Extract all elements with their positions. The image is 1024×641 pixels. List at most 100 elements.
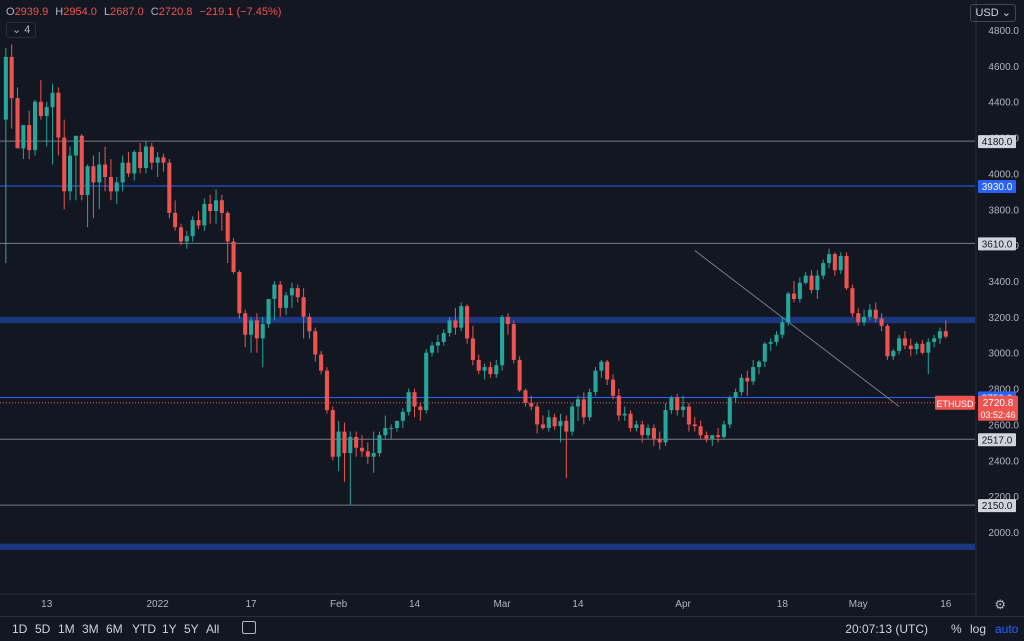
timeframe-1d[interactable]: 1D: [12, 622, 28, 636]
symbol-badge: [935, 395, 975, 410]
candle-body: [774, 334, 779, 342]
candle-body: [249, 320, 254, 335]
candle-body: [459, 306, 464, 328]
candle-body: [114, 182, 119, 192]
candle-body: [108, 177, 113, 192]
candle-body: [721, 424, 726, 437]
candle-body: [9, 56, 14, 99]
indicator-count: 4: [24, 24, 31, 36]
x-tick-label: 18: [777, 599, 789, 610]
candle-body: [867, 309, 872, 317]
candle-body: [710, 435, 715, 439]
candle-body: [926, 341, 931, 353]
indicators-toggle[interactable]: ⌄ 4: [6, 22, 37, 38]
candle-body: [190, 220, 195, 237]
calendar-icon[interactable]: [242, 621, 256, 634]
open-key: O: [6, 6, 15, 18]
timeframe-1m[interactable]: 1M: [58, 622, 75, 636]
log-scale-toggle[interactable]: log: [970, 622, 987, 636]
candle-body: [21, 125, 26, 149]
candle-body: [605, 361, 610, 380]
candle-body: [803, 275, 808, 283]
candle-body: [809, 275, 814, 290]
gear-icon[interactable]: ⚙: [994, 597, 1006, 612]
level-price-label: 2150.0: [982, 501, 1013, 512]
candle-body: [733, 392, 738, 398]
candle-body: [768, 341, 773, 344]
timeframe-all[interactable]: All: [206, 622, 220, 636]
level-price-label: 3610.0: [982, 239, 1013, 250]
candle-body: [745, 377, 750, 382]
candle-body: [254, 320, 259, 339]
x-tick-label: 2022: [147, 599, 170, 610]
candle-body: [891, 350, 896, 357]
candle-body: [932, 338, 937, 342]
candle-body: [173, 212, 178, 228]
timeframe-5d[interactable]: 5D: [35, 622, 51, 636]
symbol-label: ETHUSD: [936, 399, 974, 409]
candle-body: [377, 435, 382, 454]
utc-clock[interactable]: 20:07:13 (UTC): [845, 622, 928, 636]
timeframe-5y[interactable]: 5Y: [184, 622, 199, 636]
currency-selector[interactable]: USD ⌄: [970, 4, 1016, 22]
candle-body: [62, 137, 67, 192]
timeframe-1y[interactable]: 1Y: [162, 622, 177, 636]
candle-body: [213, 200, 219, 212]
candle-body: [243, 313, 248, 335]
candle-body: [476, 359, 481, 371]
candle-body: [704, 435, 709, 439]
x-tick-label: May: [849, 599, 868, 610]
low-key: L: [103, 6, 111, 18]
change-value: −219.1 (−7.45%): [199, 6, 282, 18]
level-price-badge: [978, 499, 1016, 513]
countdown-label: 03:52:46: [980, 410, 1015, 420]
candle-body: [920, 343, 925, 353]
y-tick-label: 2800.0: [988, 385, 1019, 396]
candle-body: [3, 56, 8, 120]
candle-body: [616, 395, 621, 416]
level-price-label: 3930.0: [982, 182, 1013, 193]
y-tick-label: 4600.0: [988, 62, 1019, 73]
candle-body: [272, 284, 277, 299]
chevron-down-icon: ⌄: [1001, 7, 1011, 19]
timeframe-ytd[interactable]: YTD: [132, 622, 156, 636]
price-chart[interactable]: 4800.04600.04400.04200.04000.03800.03600…: [0, 0, 1024, 616]
candle-body: [914, 343, 919, 350]
candle-body: [453, 320, 458, 328]
timeframe-6m[interactable]: 6M: [106, 622, 123, 636]
candle-body: [295, 288, 300, 298]
candle-body: [149, 146, 154, 163]
candle-body: [546, 417, 551, 429]
candle-body: [634, 424, 639, 429]
candle-body: [103, 164, 108, 178]
candle-body: [856, 313, 861, 323]
candle-body: [523, 390, 528, 403]
candle-body: [68, 155, 73, 192]
candle-body: [120, 162, 125, 183]
auto-scale-toggle[interactable]: auto: [995, 622, 1019, 636]
x-tick-label: 13: [41, 599, 53, 610]
timeframe-3m[interactable]: 3M: [82, 622, 99, 636]
x-tick-label: 14: [572, 599, 584, 610]
candle-body: [219, 200, 224, 213]
candle-body: [371, 453, 376, 457]
candle-body: [681, 406, 686, 411]
candle-body: [32, 101, 38, 151]
candle-body: [266, 298, 271, 325]
candle-body: [482, 367, 487, 371]
candle-body: [599, 361, 604, 371]
candle-body: [465, 306, 470, 339]
high-value: 2954.0: [63, 6, 97, 18]
percent-scale-toggle[interactable]: %: [951, 622, 962, 636]
trendline: [694, 250, 900, 407]
candle-body: [832, 254, 837, 271]
y-tick-label: 4000.0: [988, 169, 1019, 180]
candle-body: [669, 397, 674, 411]
y-tick-label: 2000.0: [988, 528, 1019, 539]
candle-body: [529, 402, 534, 407]
candle-body: [38, 101, 43, 117]
candle-body: [564, 420, 569, 432]
candle-body: [558, 420, 563, 427]
candle-body: [85, 166, 90, 195]
candle-body: [797, 282, 802, 299]
